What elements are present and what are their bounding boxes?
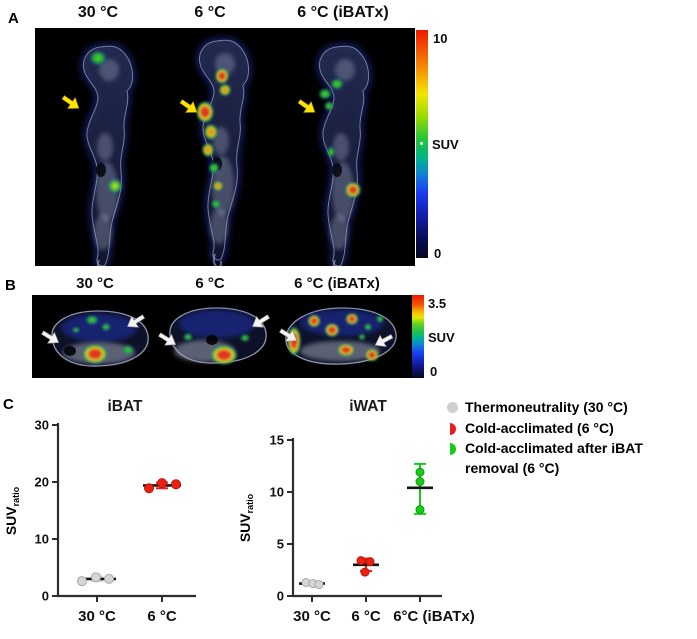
panel-a-col-label-6c: 6 °C [194,4,226,21]
svg-text:30 °C: 30 °C [293,608,331,625]
legend-label: Cold-acclimated after iBAT removal (6 °C… [465,440,643,476]
panel-a-colorbar-max: 10 [433,31,448,46]
panel-b-image-block [32,295,412,378]
svg-text:30 °C: 30 °C [78,608,116,625]
mouse-sagittal-6c-ibatx [318,46,369,266]
svg-text:SUVratio: SUVratio [3,486,21,535]
scatter-chart-ibat: 0 10 20 30 30 °C 6 °C iBAT SUVratio [3,398,196,625]
panel-a-colorbar-min: 0 [434,246,442,261]
svg-text:iWAT: iWAT [349,398,387,415]
yellow-arrow-6c-ibatx [295,95,320,119]
svg-text:15: 15 [270,433,284,448]
svg-text:SUVratio: SUVratio [237,493,255,542]
svg-text:6°C (iBATx): 6°C (iBATx) [393,608,475,625]
red-half-circle-marker-icon [450,422,456,435]
colorbar-a-mid-tick [420,141,423,145]
panel-b-colorbar-unit: SUV [428,330,455,345]
panel-a-image-block [35,28,415,266]
panel-b-label: B [5,277,16,294]
gray-circle-marker-icon [447,402,458,413]
yellow-arrow-30c [59,91,84,115]
svg-text:0: 0 [277,589,284,604]
panel-b-colorbar-max: 3.5 [428,296,447,311]
svg-text:5: 5 [277,537,284,552]
panel-a-colorbar-unit: SUV [432,137,459,152]
panel-b-col-label-30c: 30 °C [76,275,114,292]
svg-text:iBAT: iBAT [107,398,143,415]
legend-item-cold-acclimated: Cold-acclimated (6 °C) [447,419,697,439]
svg-text:20: 20 [35,475,49,490]
axial-slice-30c [51,310,149,367]
legend-label: Thermoneutrality (30 °C) [465,399,628,415]
chart-legend: Thermoneutrality (30 °C) Cold-acclimated… [447,398,697,479]
svg-text:10: 10 [35,532,49,547]
pet-mri-sagittal-images [59,28,415,266]
panel-a-label: A [8,10,19,27]
green-half-circle-marker-icon [450,443,456,455]
scatter-chart-iwat: 0 5 10 15 30 °C 6 °C 6°C (iBATx) iWAT SUVratio [237,398,475,625]
panel-c-label: C [3,396,14,413]
svg-text:6 °C: 6 °C [351,608,381,625]
legend-label: Cold-acclimated (6 °C) [465,419,614,436]
pet-mri-axial-images [38,307,397,367]
svg-text:0: 0 [42,589,49,604]
svg-text:6 °C: 6 °C [147,608,177,625]
panel-b-col-label-6c: 6 °C [195,275,225,292]
svg-text:10: 10 [270,485,284,500]
axial-slice-6c-ibatx [285,307,397,365]
panel-a-col-label-30c: 30 °C [77,4,119,21]
legend-item-thermoneutrality: Thermoneutrality (30 °C) [447,398,697,418]
svg-text:30: 30 [35,418,49,433]
panel-a-col-label-6c-ibatx: 6 °C (iBATx) [297,4,389,21]
panel-b-col-label-6c-ibatx: 6 °C (iBATx) [294,275,380,292]
axial-slice-6c [169,307,267,365]
panel-a-colorbar [416,30,428,258]
panel-b-colorbar-min: 0 [430,364,438,379]
mouse-sagittal-30c [83,46,132,266]
panel-b-colorbar [412,295,424,378]
mouse-sagittal-6c [196,40,249,266]
legend-item-cold-acclimated-ibatx: Cold-acclimated after iBAT removal (6 °C… [447,439,697,478]
